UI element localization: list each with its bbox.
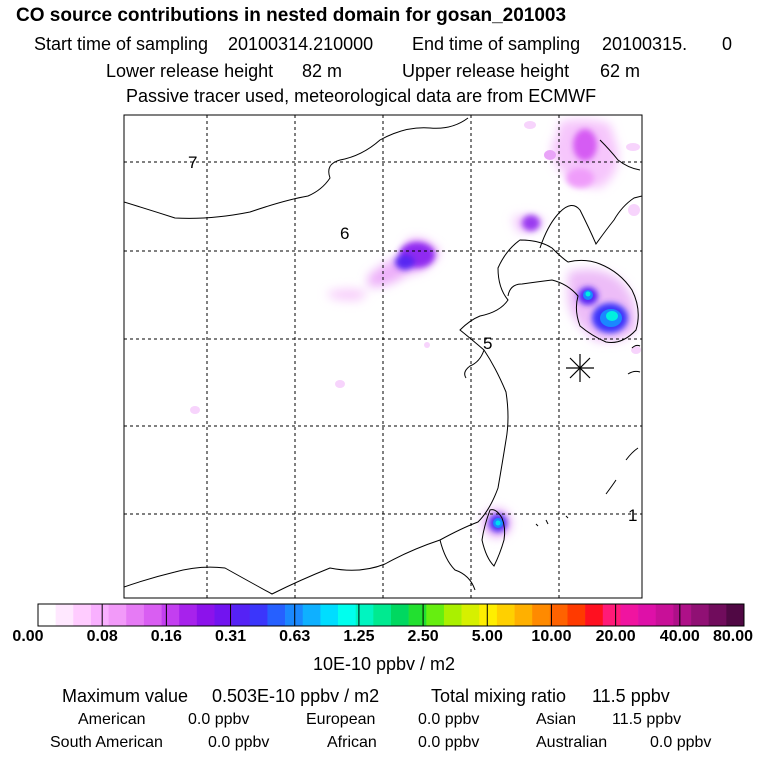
lower-height-label: Lower release height — [106, 61, 274, 81]
total-mixing-label: Total mixing ratio — [431, 686, 567, 706]
african-value: 0.0 ppbv — [418, 734, 480, 751]
european-label: European — [306, 711, 376, 728]
colorbar-swatch — [320, 604, 339, 626]
grid-label-2: 6 — [340, 224, 349, 243]
american-value: 0.0 ppbv — [188, 711, 250, 728]
colorbar-label: 0.08 — [86, 628, 118, 645]
colorbar-swatch — [179, 604, 198, 626]
colorbar-swatch — [532, 604, 551, 626]
colorbar-swatch — [514, 604, 533, 626]
concentration-plumes — [190, 119, 641, 537]
end-time-extra: 0 — [722, 34, 733, 54]
grid-label-3: 5 — [483, 334, 492, 353]
colorbar-swatch — [232, 604, 251, 626]
colorbar-label: 0.16 — [150, 628, 182, 645]
south-american-label: South American — [50, 734, 163, 751]
colorbar-swatch — [567, 604, 586, 626]
colorbar-swatch — [443, 604, 462, 626]
colorbar-label: 0.00 — [12, 628, 44, 645]
colorbar-swatch — [673, 604, 692, 626]
lat-lon-grid — [124, 115, 642, 598]
colorbar-label: 2.50 — [407, 628, 439, 645]
colorbar-swatch — [620, 604, 639, 626]
american-label: American — [78, 711, 146, 728]
colorbar-swatch — [90, 604, 109, 626]
colorbar-swatch — [285, 604, 304, 626]
colorbar-label: 5.00 — [471, 628, 503, 645]
map-title: CO source contributions in nested domain… — [16, 5, 567, 26]
map-frame — [123, 114, 643, 599]
upper-height-value: 62 m — [600, 61, 641, 81]
colorbar-swatch — [426, 604, 445, 626]
data-source-note: Passive tracer used, meteorological data… — [126, 86, 597, 106]
colorbar-swatch — [108, 604, 127, 626]
colorbar-swatch — [73, 604, 92, 626]
colorbar-swatch — [302, 604, 321, 626]
colorbar-swatch — [549, 604, 568, 626]
colorbar-label: 1.25 — [343, 628, 375, 645]
european-value: 0.0 ppbv — [418, 711, 480, 728]
colorbar-label: 0.63 — [279, 628, 311, 645]
colorbar-swatch — [691, 604, 709, 626]
end-time-label: End time of sampling — [412, 34, 581, 54]
colorbar-swatch — [249, 604, 268, 626]
colorbar-swatch — [373, 604, 392, 626]
lower-height-value: 82 m — [302, 61, 343, 81]
total-mixing-value: 11.5 ppbv — [592, 686, 670, 706]
start-time-label: Start time of sampling — [34, 34, 209, 54]
australian-label: Australian — [536, 734, 608, 751]
end-time-value: 20100315. — [602, 34, 688, 54]
colorbar-label: 0.31 — [214, 628, 247, 645]
colorbar-swatch — [126, 604, 145, 626]
colorbar-swatch — [55, 604, 74, 626]
south-american-value: 0.0 ppbv — [208, 734, 270, 751]
max-value-label: Maximum value — [62, 686, 189, 706]
colorbar-label: 40.00 — [659, 628, 700, 645]
asian-value: 11.5 ppbv — [612, 711, 682, 728]
colorbar-swatch — [496, 604, 515, 626]
colorbar-label: 10.00 — [531, 628, 572, 645]
colorbar — [37, 603, 745, 627]
coastlines — [124, 117, 642, 595]
upper-height-label: Upper release height — [402, 61, 570, 81]
colorbar-swatch — [461, 604, 480, 626]
receptor-star-icon — [566, 354, 594, 382]
colorbar-swatch — [214, 604, 233, 626]
grid-label-4: 1 — [628, 506, 637, 525]
colorbar-swatch — [479, 604, 498, 626]
colorbar-swatch — [585, 604, 604, 626]
colorbar-swatch — [408, 604, 427, 626]
colorbar-swatch — [143, 604, 162, 626]
colorbar-swatch — [355, 604, 374, 626]
colorbar-swatch — [38, 604, 56, 626]
colorbar-swatch — [638, 604, 657, 626]
colorbar-swatch — [602, 604, 621, 626]
colorbar-label: 20.00 — [595, 628, 636, 645]
colorbar-swatch — [196, 604, 215, 626]
colorbar-unit: 10E-10 ppbv / m2 — [312, 654, 456, 674]
colorbar-swatch — [708, 604, 727, 626]
asian-label: Asian — [536, 711, 577, 728]
colorbar-swatch — [726, 604, 745, 626]
african-label: African — [327, 734, 377, 751]
colorbar-frame — [37, 603, 745, 627]
colorbar-label: 80.00 — [712, 628, 754, 645]
colorbar-swatch — [338, 604, 356, 626]
colorbar-swatch — [267, 604, 286, 626]
colorbar-swatch — [655, 604, 674, 626]
colorbar-swatch — [391, 604, 409, 626]
max-value: 0.503E-10 ppbv / m2 — [212, 686, 380, 706]
start-time-value: 20100314.210000 — [228, 34, 374, 54]
australian-value: 0.0 ppbv — [650, 734, 712, 751]
grid-label-1: 7 — [188, 153, 197, 172]
colorbar-swatch — [161, 604, 180, 626]
